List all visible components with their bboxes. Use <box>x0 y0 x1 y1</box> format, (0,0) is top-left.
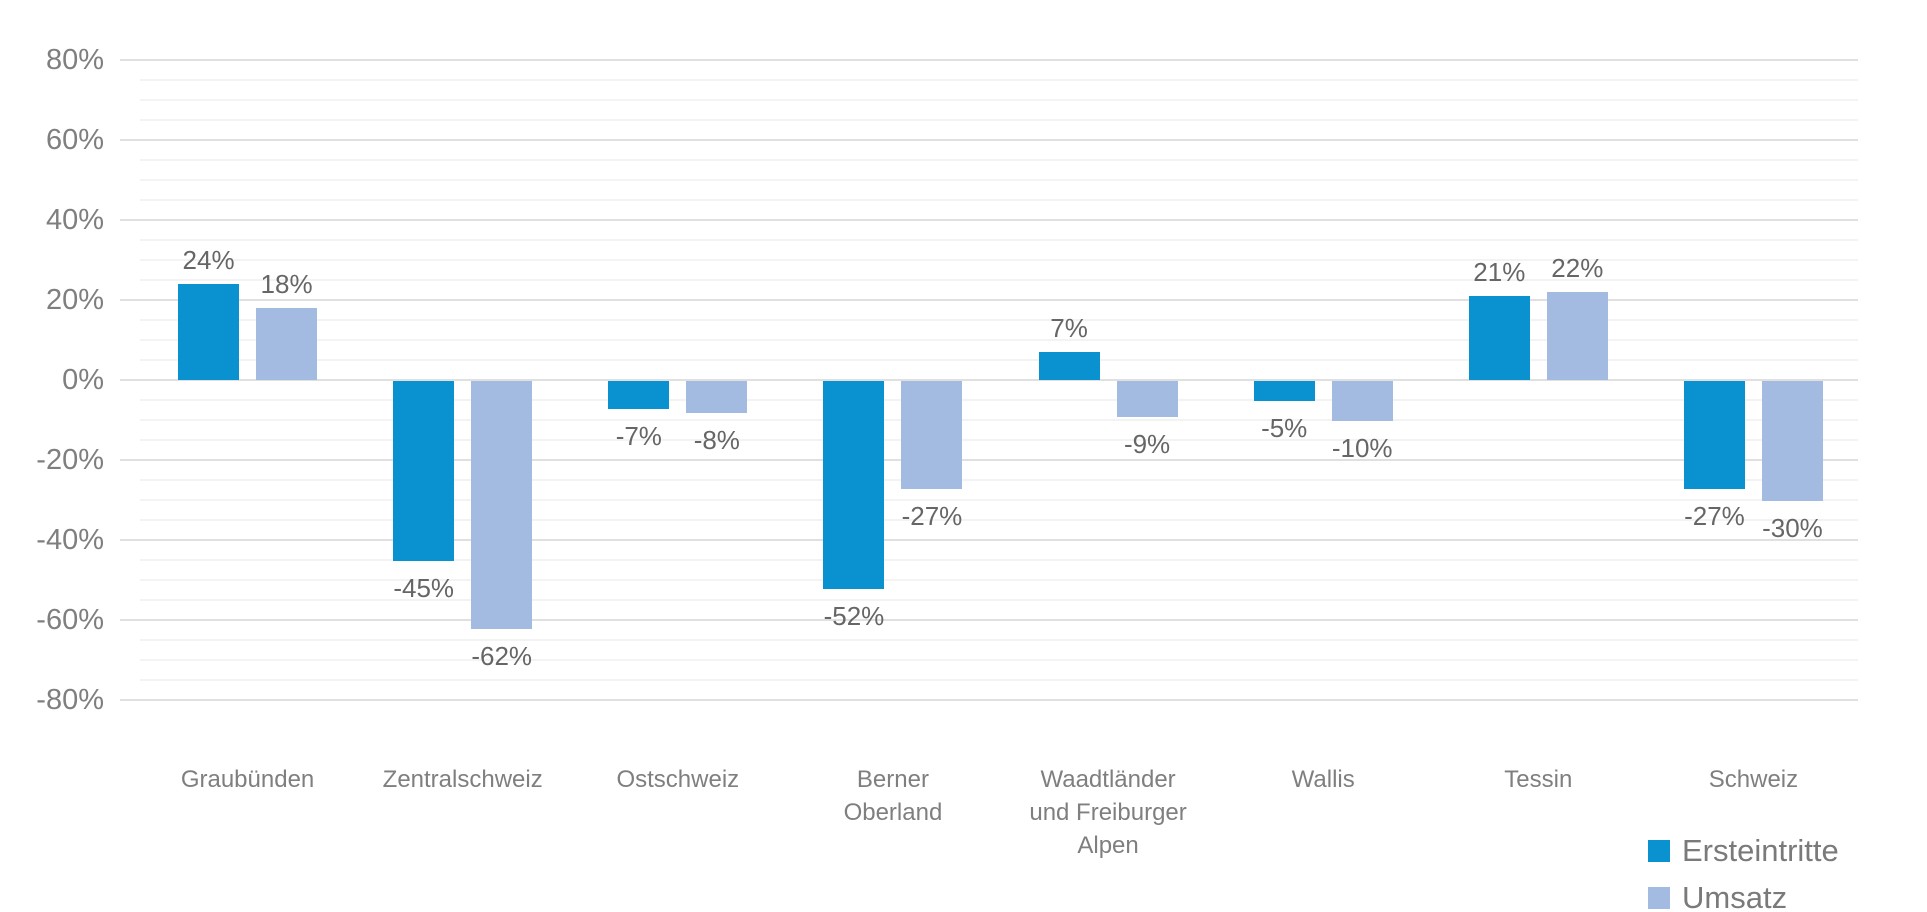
bar-value-label: -30% <box>1762 513 1823 543</box>
bar-value-label: -62% <box>471 641 533 671</box>
gridline-minor <box>140 499 1858 501</box>
gridline-minor <box>140 239 1858 241</box>
bar-value-label: 21% <box>1473 257 1526 287</box>
bar-value-label: -8% <box>693 425 740 455</box>
gridline-minor <box>140 419 1858 421</box>
legend: Ersteintritte Umsatz <box>1648 834 1839 912</box>
bar-value-label: -45% <box>393 573 455 603</box>
category-label: Waadtländer und Freiburger Alpen <box>1029 766 1187 859</box>
bar-ersteintritte <box>1253 381 1315 401</box>
gridline-minor <box>140 559 1858 561</box>
legend-swatch-umsatz <box>1648 887 1670 909</box>
y-axis-tick-label: -80% <box>36 684 104 716</box>
bar-ersteintritte <box>393 381 455 561</box>
bar-ersteintritte <box>178 284 240 380</box>
bar-ersteintritte <box>1683 381 1745 489</box>
bar-umsatz <box>1546 292 1608 380</box>
bar-value-label: 22% <box>1551 253 1604 283</box>
legend-item-ersteintritte: Ersteintritte <box>1648 834 1839 868</box>
gridline-major <box>120 59 1858 61</box>
y-axis-tick-label: 20% <box>45 284 104 316</box>
gridline-minor <box>140 159 1858 161</box>
bar-umsatz <box>471 381 533 629</box>
gridline-major <box>120 299 1858 301</box>
category-label: Ostschweiz <box>616 766 740 793</box>
bar-value-label: -27% <box>1684 501 1745 531</box>
gridline-major <box>120 379 1858 381</box>
gridline-minor <box>140 79 1858 81</box>
bar-umsatz <box>256 308 318 380</box>
category-label: Wallis <box>1291 766 1355 793</box>
gridline-minor <box>140 279 1858 281</box>
gridline-minor <box>140 339 1858 341</box>
legend-label-ersteintritte: Ersteintritte <box>1682 833 1839 868</box>
gridline-minor <box>140 259 1858 261</box>
legend-label-umsatz: Umsatz <box>1682 880 1788 912</box>
category-label: Zentralschweiz <box>382 766 543 793</box>
legend-item-umsatz: Umsatz <box>1648 881 1839 912</box>
category-label: Graubünden <box>180 766 315 793</box>
gridline-minor <box>140 99 1858 101</box>
gridline-minor <box>140 319 1858 321</box>
bar-value-label: 18% <box>260 269 313 299</box>
gridline-major <box>120 219 1858 221</box>
gridline-minor <box>140 119 1858 121</box>
gridline-major <box>120 619 1858 621</box>
bar-umsatz <box>1116 381 1178 417</box>
gridline-major <box>120 139 1858 141</box>
gridline-minor <box>140 199 1858 201</box>
gridline-minor <box>140 519 1858 521</box>
category-label: Schweiz <box>1708 766 1799 793</box>
bar-umsatz <box>1331 381 1393 421</box>
gridline-minor <box>140 179 1858 181</box>
gridline-minor <box>140 479 1858 481</box>
category-label: Berner Oberland <box>843 766 943 826</box>
gridline-major <box>120 699 1858 701</box>
bar-value-label: -10% <box>1331 433 1393 463</box>
gridline-minor <box>140 439 1858 441</box>
bar-value-label: -52% <box>823 601 885 631</box>
legend-swatch-ersteintritte <box>1648 840 1670 862</box>
gridline-minor <box>140 579 1858 581</box>
bar-ersteintritte <box>608 381 670 409</box>
bar-ersteintritte <box>823 381 885 589</box>
y-axis-tick-label: -40% <box>36 524 104 556</box>
y-axis-tick-label: 0% <box>62 364 104 396</box>
bar-umsatz <box>686 381 748 413</box>
gridline-minor <box>140 359 1858 361</box>
bar-value-label: 24% <box>182 245 235 275</box>
y-axis-tick-label: -20% <box>36 444 104 476</box>
bar-value-label: -7% <box>615 421 662 451</box>
y-axis-tick-label: -60% <box>36 604 104 636</box>
gridline-major <box>120 459 1858 461</box>
gridline-minor <box>140 679 1858 681</box>
bar-value-label: -9% <box>1123 429 1171 459</box>
bar-ersteintritte <box>1468 296 1530 380</box>
bar-umsatz <box>1761 381 1823 501</box>
gridline-major <box>120 539 1858 541</box>
bar-value-label: -5% <box>1261 413 1308 443</box>
y-axis-tick-label: 60% <box>45 124 104 156</box>
gridline-minor <box>140 639 1858 641</box>
gridline-minor <box>140 399 1858 401</box>
gridline-minor <box>140 659 1858 661</box>
bar-umsatz <box>901 381 963 489</box>
category-label: Tessin <box>1504 766 1573 793</box>
y-axis-tick-label: 40% <box>45 204 104 236</box>
y-axis-tick-label: 80% <box>45 44 104 76</box>
bar-value-label: -27% <box>901 501 963 531</box>
bar-value-label: 7% <box>1050 313 1088 343</box>
gridline-minor <box>140 599 1858 601</box>
bar-ersteintritte <box>1038 352 1100 380</box>
